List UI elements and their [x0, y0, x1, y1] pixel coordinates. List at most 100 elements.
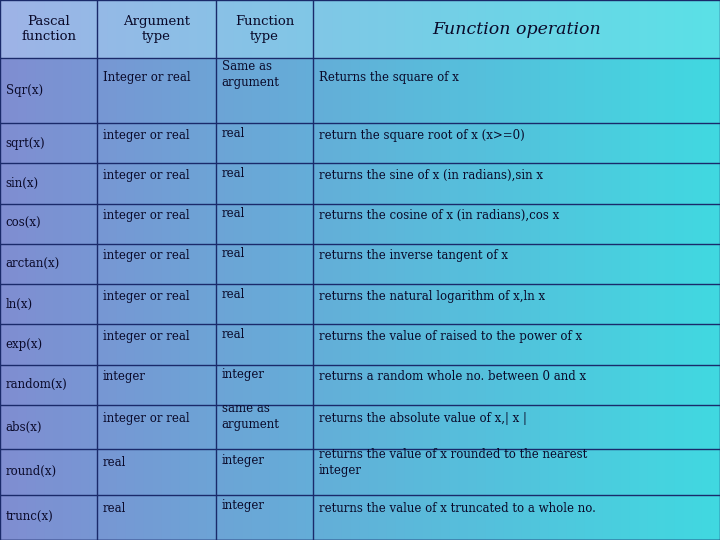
Bar [144, 0, 153, 540]
Bar [27, 0, 36, 540]
Bar [171, 0, 180, 540]
Text: real: real [222, 328, 245, 341]
Bar [675, 0, 684, 58]
Bar [639, 0, 648, 540]
Bar [621, 0, 630, 58]
Bar [270, 0, 279, 540]
Bar [684, 0, 693, 58]
Bar [603, 0, 612, 58]
Bar [189, 0, 198, 540]
Text: Returns the square of x: Returns the square of x [319, 71, 459, 84]
Bar [216, 0, 225, 58]
Bar [108, 0, 117, 540]
Bar [162, 0, 171, 540]
Bar [531, 0, 540, 540]
Text: integer: integer [222, 454, 265, 467]
Text: integer or real: integer or real [103, 209, 189, 222]
Bar [648, 0, 657, 540]
Bar [54, 0, 63, 58]
Bar [81, 0, 90, 540]
Text: Function
type: Function type [235, 15, 294, 43]
Text: real: real [222, 288, 245, 301]
Bar [36, 0, 45, 58]
Bar [414, 0, 423, 540]
Bar [324, 0, 333, 58]
Text: integer or real: integer or real [103, 129, 189, 141]
Bar [693, 0, 702, 58]
Text: Function operation: Function operation [432, 21, 601, 38]
Bar [252, 0, 261, 540]
Bar [234, 0, 243, 540]
Text: ln(x): ln(x) [6, 298, 33, 311]
Bar [486, 0, 495, 540]
Bar [666, 0, 675, 540]
Bar [711, 0, 720, 540]
Text: Pascal
function: Pascal function [21, 15, 76, 43]
Bar [621, 0, 630, 540]
Bar [405, 0, 414, 58]
Bar [306, 0, 315, 58]
Bar [351, 0, 360, 58]
Bar [54, 0, 63, 540]
Bar [585, 0, 594, 540]
Text: arctan(x): arctan(x) [6, 258, 60, 271]
Bar [648, 0, 657, 58]
Text: integer: integer [222, 368, 265, 381]
Bar [369, 0, 378, 58]
Bar [288, 0, 297, 58]
Bar [234, 0, 243, 58]
Bar [18, 0, 27, 540]
Bar [90, 0, 99, 58]
Text: integer or real: integer or real [103, 249, 189, 262]
Bar [657, 0, 666, 540]
Bar [684, 0, 693, 540]
Text: returns the value of x truncated to a whole no.: returns the value of x truncated to a wh… [319, 502, 596, 515]
Bar [261, 0, 270, 58]
Bar [333, 0, 342, 540]
Bar [495, 0, 504, 58]
Bar [585, 0, 594, 58]
Bar [540, 0, 549, 58]
Bar [144, 0, 153, 58]
Text: integer: integer [222, 500, 265, 512]
Text: returns the absolute value of x,| x |: returns the absolute value of x,| x | [319, 412, 527, 425]
Bar [126, 0, 135, 58]
Bar [216, 0, 225, 540]
Bar [153, 0, 162, 58]
Text: integer or real: integer or real [103, 412, 189, 425]
Text: returns the sine of x (in radians),sin x: returns the sine of x (in radians),sin x [319, 169, 543, 182]
Bar [288, 0, 297, 540]
Bar [468, 0, 477, 540]
Text: real: real [222, 167, 245, 180]
Bar [90, 0, 99, 540]
Text: sin(x): sin(x) [6, 177, 39, 190]
Bar [468, 0, 477, 58]
Bar [657, 0, 666, 58]
Bar [135, 0, 144, 540]
Bar [459, 0, 468, 58]
Bar [45, 0, 54, 58]
Bar [513, 0, 522, 540]
Text: integer or real: integer or real [103, 290, 189, 303]
Bar [387, 0, 396, 540]
Text: random(x): random(x) [6, 379, 68, 392]
Bar [126, 0, 135, 540]
Bar [162, 0, 171, 58]
Bar [603, 0, 612, 540]
Bar [630, 0, 639, 58]
Bar [450, 0, 459, 540]
Bar [225, 0, 234, 540]
Bar [396, 0, 405, 540]
Bar [351, 0, 360, 540]
Text: round(x): round(x) [6, 465, 57, 478]
Bar [45, 0, 54, 540]
Bar [306, 0, 315, 540]
Bar [207, 0, 216, 540]
Bar [117, 0, 126, 58]
Bar [423, 0, 432, 540]
Bar [72, 0, 81, 58]
Bar [702, 0, 711, 58]
Bar [666, 0, 675, 58]
Bar [522, 0, 531, 540]
Bar [63, 0, 72, 540]
